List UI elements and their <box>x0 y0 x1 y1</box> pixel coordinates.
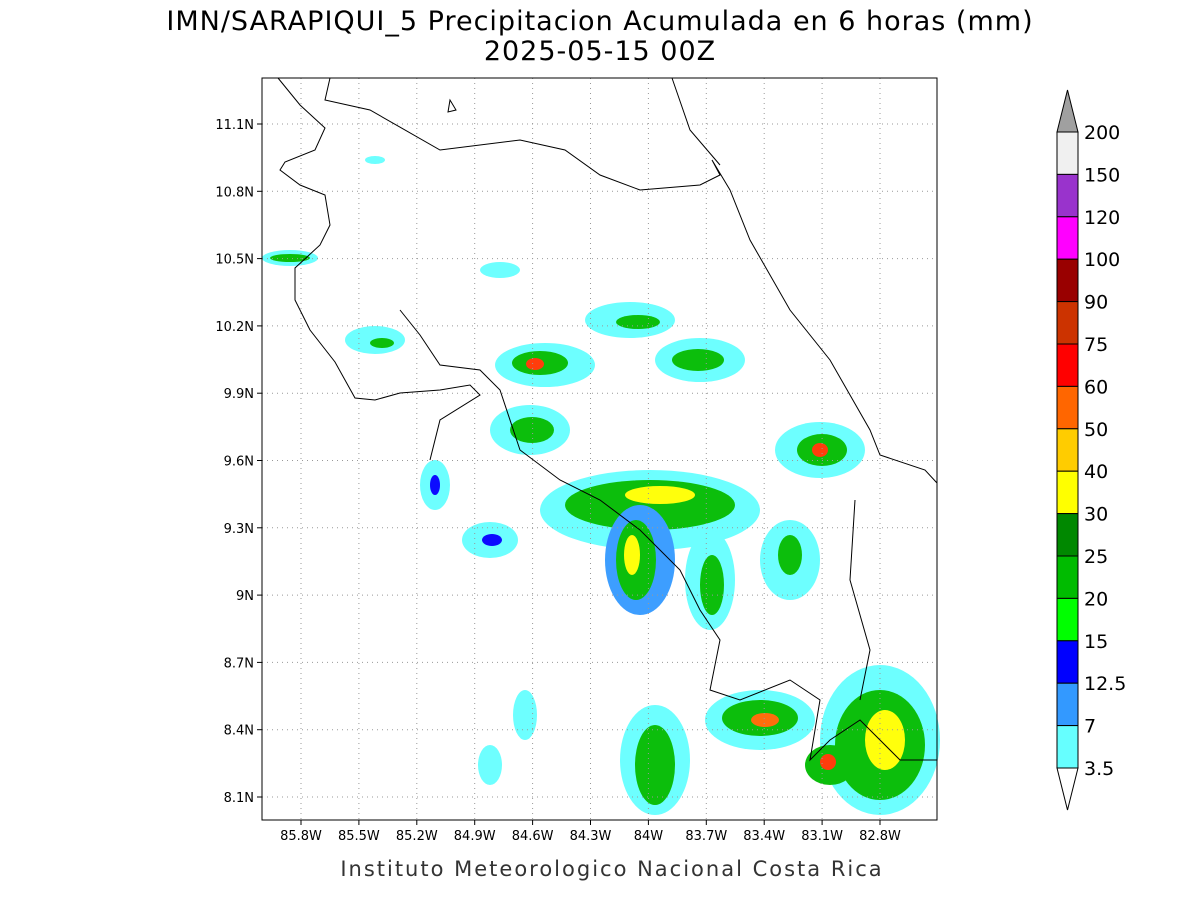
colorbar-label: 200 <box>1084 122 1120 144</box>
map-area: 85.8W 85.5W 85.2W 84.9W 84.6W 84.3W 84W 83.7W 83… <box>215 77 940 844</box>
coastlines <box>277 77 938 762</box>
color-swatch <box>1056 555 1079 599</box>
lat-label: 9N <box>236 589 254 604</box>
color-swatch <box>1056 385 1079 430</box>
lon-label: 84.3W <box>570 829 612 844</box>
colorbar-label: 20 <box>1084 588 1108 610</box>
color-swatch <box>1056 216 1079 260</box>
colorbar-label: 3.5 <box>1084 758 1114 780</box>
colorbar-label: 12.5 <box>1084 673 1126 695</box>
color-swatch <box>1056 682 1079 727</box>
colorbar-label: 75 <box>1084 334 1108 356</box>
colorbar-label: 150 <box>1084 164 1120 186</box>
lon-label: 85.8W <box>280 829 322 844</box>
lon-label: 85.2W <box>396 829 438 844</box>
lon-label: 82.8W <box>859 829 901 844</box>
lon-label: 84W <box>634 829 664 844</box>
colorbar-label: 90 <box>1084 292 1108 314</box>
color-swatch <box>1056 343 1079 387</box>
lon-label: 84.6W <box>512 829 554 844</box>
lat-label: 8.4N <box>224 724 254 739</box>
lat-label: 9.9N <box>224 387 254 402</box>
colorbar-label: 120 <box>1084 207 1120 229</box>
lat-label: 9.3N <box>224 522 254 537</box>
color-swatch <box>1056 725 1079 769</box>
lat-label: 11.1N <box>215 118 254 133</box>
over-triangle <box>1056 89 1079 133</box>
colorbar-label: 25 <box>1084 546 1108 568</box>
color-swatch <box>1056 597 1079 642</box>
lat-label: 8.7N <box>224 656 254 671</box>
color-swatch <box>1056 640 1079 684</box>
precip-field <box>262 156 940 815</box>
footer: Instituto Meteorologico Nacional Costa R… <box>340 857 883 881</box>
colorbar-label: 50 <box>1084 419 1108 441</box>
lat-label: 9.6N <box>224 455 254 470</box>
title: IMN/SARAPIQUI_5 Precipitacion Acumulada … <box>166 6 1033 37</box>
color-swatch <box>1056 470 1079 515</box>
colorbar-label: 40 <box>1084 461 1108 483</box>
subtitle: 2025-05-15 00Z <box>484 36 716 67</box>
lon-label: 85.5W <box>338 829 380 844</box>
colorbar-label: 60 <box>1084 376 1108 398</box>
lat-label: 10.8N <box>215 185 254 200</box>
color-swatch <box>1056 513 1079 557</box>
lon-label: 83.1W <box>801 829 843 844</box>
color-swatch <box>1056 428 1079 472</box>
color-swatch <box>1056 301 1079 345</box>
colorbar-label: 100 <box>1084 249 1120 271</box>
color-swatch <box>1056 173 1079 218</box>
under-triangle <box>1056 767 1079 811</box>
colorbar-label: 7 <box>1084 716 1096 738</box>
lon-label: 84.9W <box>454 829 496 844</box>
graticule: 85.8W 85.5W 85.2W 84.9W 84.6W 84.3W 84W 83.7W 83… <box>215 78 937 844</box>
lon-label: 83.7W <box>685 829 727 844</box>
lon-label: 83.4W <box>743 829 785 844</box>
lat-label: 10.2N <box>215 320 254 335</box>
colorbar-label: 15 <box>1084 631 1108 653</box>
lat-label: 8.1N <box>224 791 254 806</box>
color-swatch <box>1056 258 1079 303</box>
map-frame <box>261 77 938 821</box>
colorbar: 200 150 120 100 90 75 60 50 40 30 25 20 15 12.5 7 3.5 <box>1056 89 1126 811</box>
colorbar-label: 30 <box>1084 504 1108 526</box>
color-swatch <box>1056 131 1079 175</box>
lat-label: 10.5N <box>215 253 254 268</box>
